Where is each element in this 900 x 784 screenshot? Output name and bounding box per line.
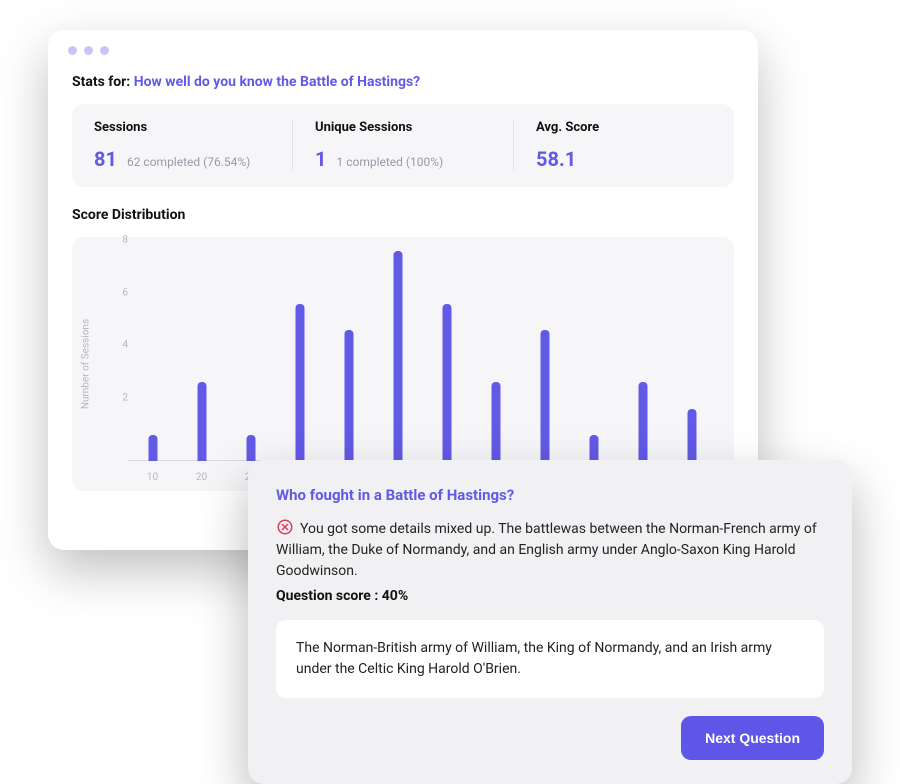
chart-bar-slot: [226, 251, 275, 461]
question-popup: Who fought in a Battle of Hastings? You …: [248, 460, 852, 784]
chart-bar: [491, 382, 500, 461]
window-dot: [84, 46, 93, 55]
window-titlebar: [48, 30, 758, 70]
stat-value: 1: [315, 147, 326, 171]
chart-bar: [540, 330, 549, 461]
window-dot: [100, 46, 109, 55]
chart-bar: [589, 435, 598, 461]
chart-bar-slot: [275, 251, 324, 461]
chart-bar-slot: [177, 251, 226, 461]
chart-y-axis: 2468: [108, 251, 128, 461]
window-content: Stats for: How well do you know the Batt…: [48, 70, 758, 511]
chart-bar-slot: [520, 251, 569, 461]
stat-value: 81: [94, 147, 117, 171]
chart-bar-slot: [667, 251, 716, 461]
chart-bar-slot: [618, 251, 667, 461]
chart-y-tick: 8: [122, 235, 128, 246]
chart-bar: [295, 304, 304, 462]
chart-bar-slot: [373, 251, 422, 461]
distribution-chart: Number of Sessions 2468 1020253040506070…: [72, 237, 734, 491]
distribution-title: Score Distribution: [72, 207, 734, 223]
chart-bar-slot: [128, 251, 177, 461]
stat-value: 58.1: [536, 147, 576, 171]
chart-bar-slot: [422, 251, 471, 461]
popup-actions: Next Question: [276, 716, 824, 760]
stats-cards: Sessions 81 62 completed (76.54%) Unique…: [72, 104, 734, 187]
quiz-name-link[interactable]: How well do you know the Battle of Hasti…: [134, 74, 420, 90]
popup-question: Who fought in a Battle of Hastings?: [276, 486, 824, 504]
chart-bar: [687, 409, 696, 462]
chart-bar-slot: [324, 251, 373, 461]
stats-prefix: Stats for:: [72, 74, 134, 90]
next-question-button[interactable]: Next Question: [681, 716, 824, 760]
chart-bar: [442, 304, 451, 462]
chart-area: [128, 251, 716, 461]
stat-card-unique-sessions: Unique Sessions 1 1 completed (100%): [293, 120, 514, 171]
stat-label: Sessions: [94, 120, 270, 135]
chart-bar: [246, 435, 255, 461]
popup-feedback: You got some details mixed up. The battl…: [276, 518, 824, 582]
chart-x-label: 10: [128, 472, 177, 483]
window-dot: [68, 46, 77, 55]
stat-card-sessions: Sessions 81 62 completed (76.54%): [72, 120, 293, 171]
chart-bar: [393, 251, 402, 461]
chart-y-label: Number of Sessions: [81, 319, 92, 409]
chart-bar-slot: [569, 251, 618, 461]
chart-bar: [344, 330, 353, 461]
chart-bar: [148, 435, 157, 461]
stat-card-avg-score: Avg. Score 58.1: [514, 120, 734, 171]
stat-sub: 62 completed (76.54%): [127, 155, 250, 169]
stat-label: Unique Sessions: [315, 120, 491, 135]
chart-bars: [128, 251, 716, 461]
chart-bar: [638, 382, 647, 461]
popup-feedback-text: You got some details mixed up. The battl…: [276, 521, 817, 579]
chart-bar: [197, 382, 206, 461]
stats-header: Stats for: How well do you know the Batt…: [72, 74, 734, 90]
stat-sub: 1 completed (100%): [336, 155, 443, 169]
chart-bar-slot: [471, 251, 520, 461]
stat-value-row: 81 62 completed (76.54%): [94, 147, 270, 171]
popup-score: Question score : 40%: [276, 588, 824, 604]
stat-value-row: 1 1 completed (100%): [315, 147, 491, 171]
chart-x-label: 20: [177, 472, 226, 483]
stat-value-row: 58.1: [536, 147, 712, 171]
user-answer-box: The Norman-British army of William, the …: [276, 620, 824, 698]
wrong-icon: [276, 518, 294, 536]
stat-label: Avg. Score: [536, 120, 712, 135]
